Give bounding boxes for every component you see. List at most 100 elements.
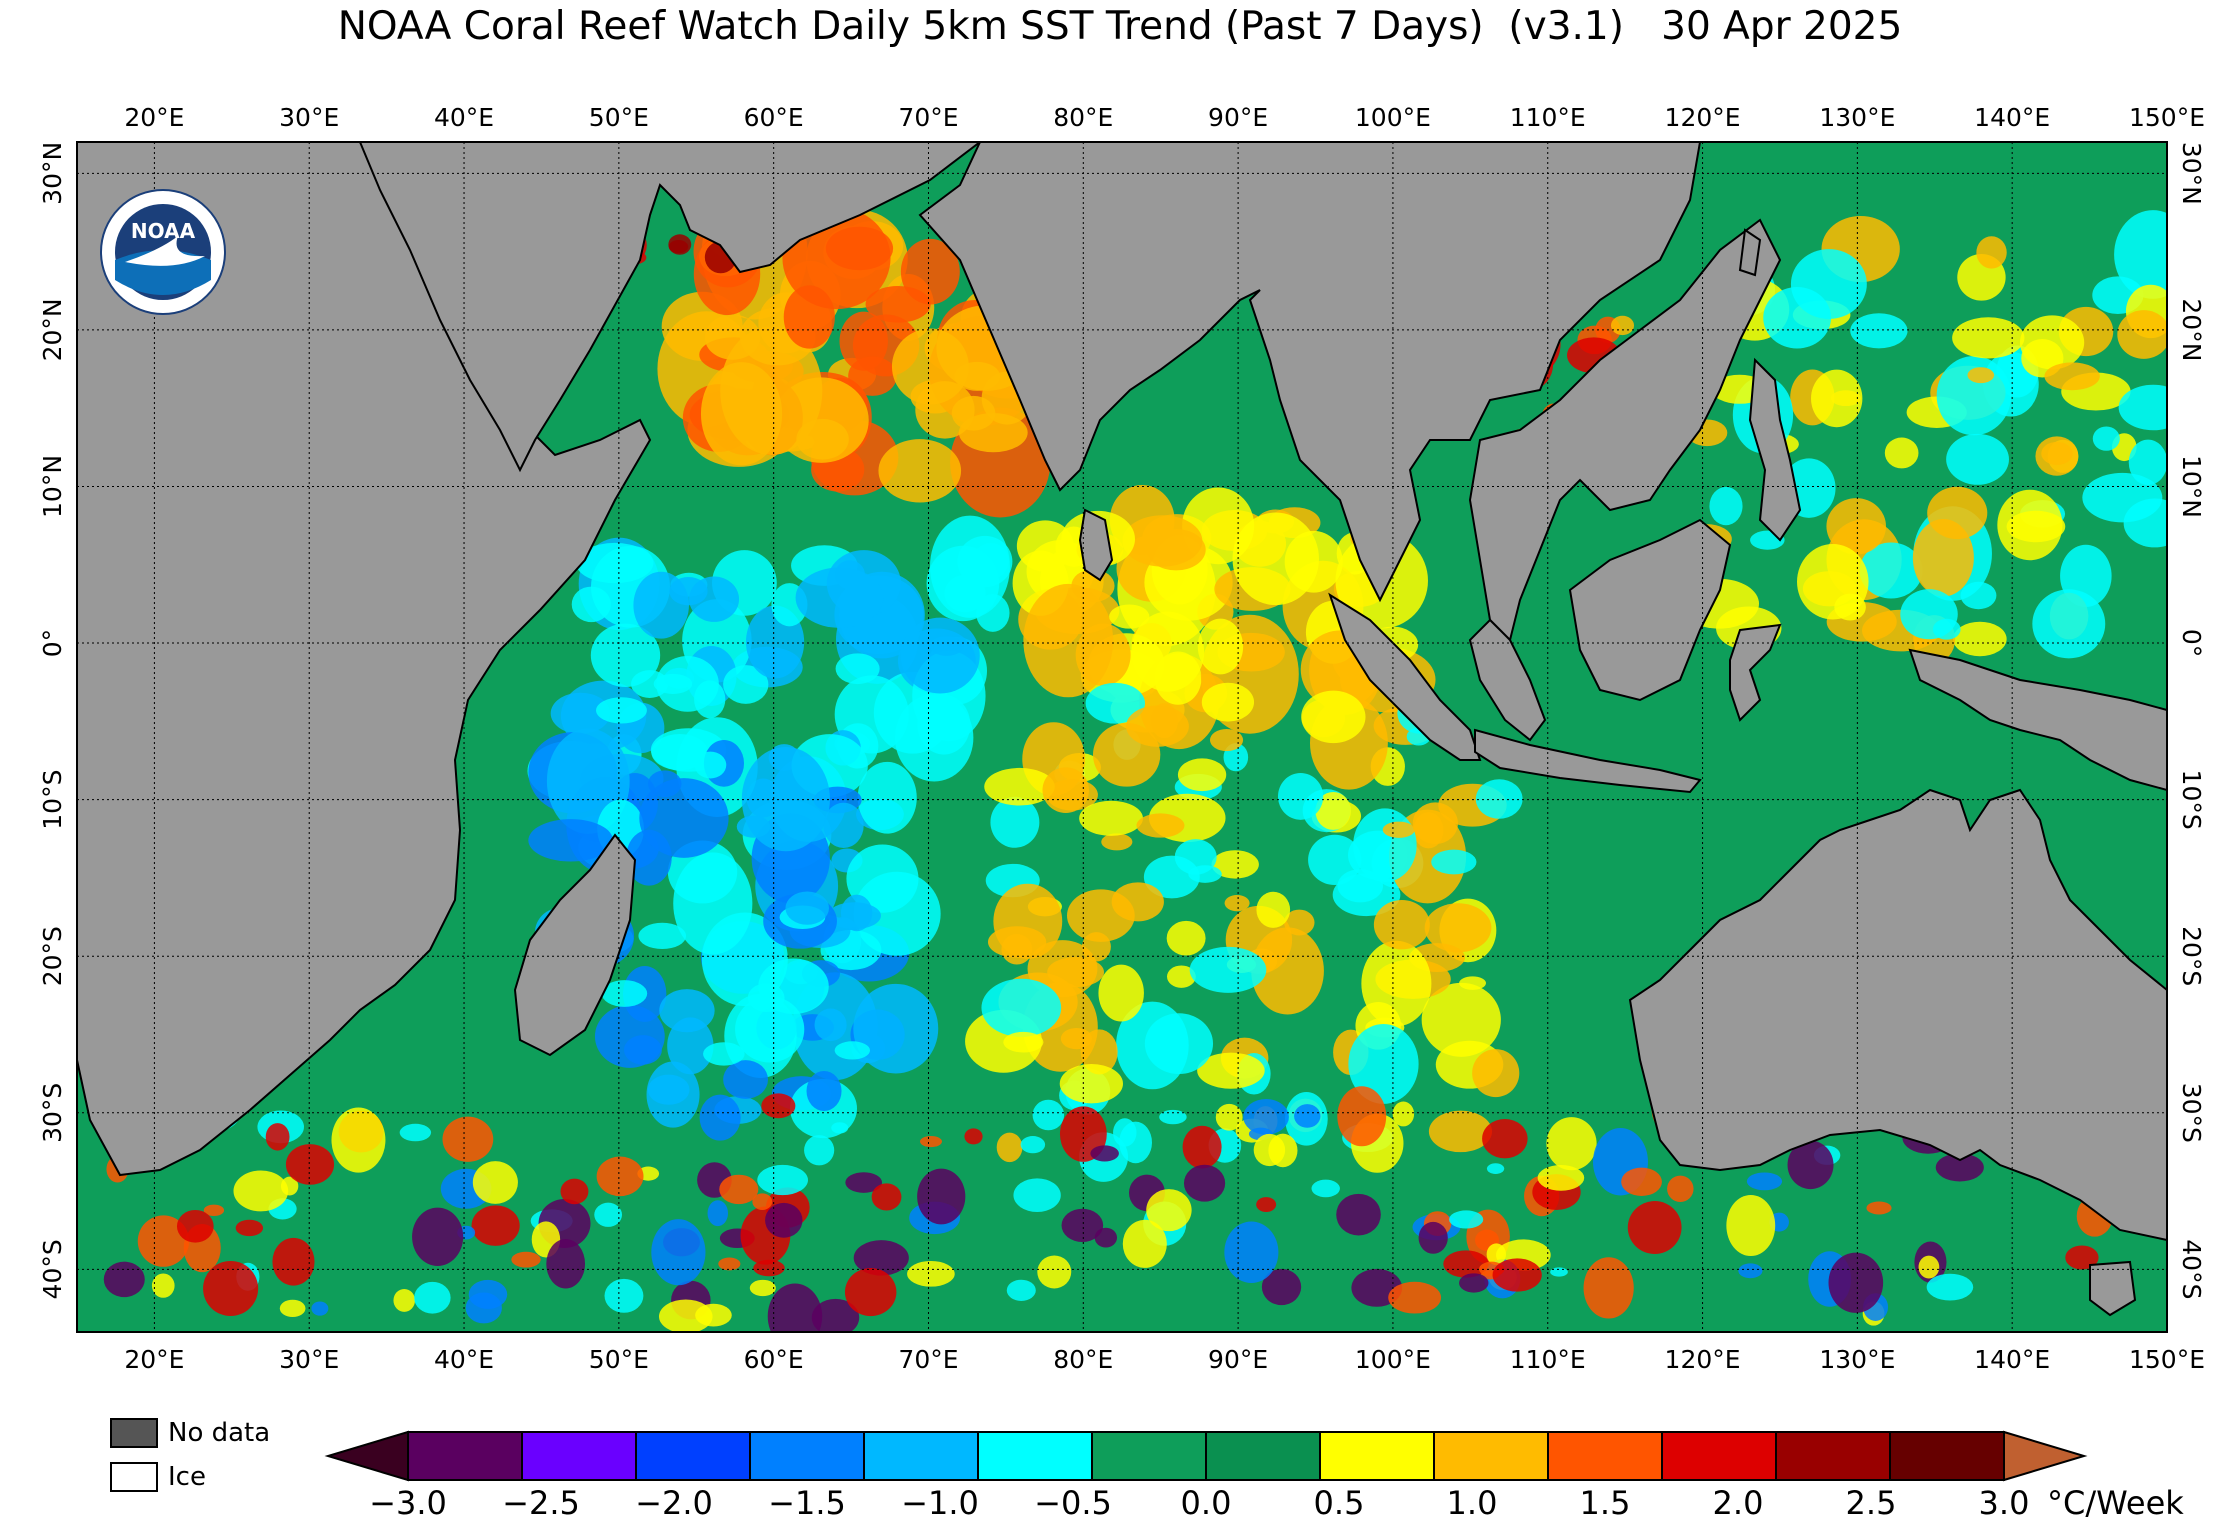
anomaly-patch: [1059, 1064, 1124, 1104]
anomaly-patch: [633, 571, 689, 639]
anomaly-patch: [1726, 1194, 1776, 1257]
anomaly-patch: [1960, 581, 1997, 610]
anomaly-patch: [2117, 310, 2167, 359]
anomaly-patch: [1337, 1086, 1387, 1147]
anomaly-patch: [1388, 1281, 1442, 1314]
anomaly-patch: [694, 751, 727, 779]
anomaly-patch: [1936, 356, 2012, 436]
anomaly-patch: [272, 1237, 315, 1286]
anomaly-patch: [1188, 865, 1222, 883]
anomaly-patch: [2044, 362, 2100, 391]
anomaly-patch: [719, 1174, 759, 1205]
latitude-label: 20°S: [2177, 926, 2206, 986]
anomaly-patch: [827, 902, 881, 930]
anomaly-patch: [151, 1273, 175, 1298]
south-asia-landmass: [918, 142, 1702, 603]
anomaly-patch: [1098, 964, 1144, 1022]
noaa-logo: NOAA: [100, 189, 226, 315]
anomaly-patch: [723, 665, 769, 704]
latitude-label: 0°: [38, 629, 67, 657]
anomaly-patch: [1952, 317, 2025, 359]
anomaly-patch: [1850, 313, 1908, 349]
anomaly-patch: [853, 1240, 909, 1276]
anomaly-patch: [2035, 436, 2079, 476]
anomaly-patch: [2065, 1245, 2099, 1270]
anomaly-patch: [623, 1035, 662, 1065]
longitude-label: 150°E: [2129, 1345, 2205, 1374]
anomaly-patch: [1211, 850, 1259, 879]
anomaly-patch: [2019, 315, 2085, 370]
anomaly-patch: [1546, 1117, 1597, 1171]
anomaly-patch: [651, 1219, 706, 1286]
anomaly-patch: [990, 796, 1040, 848]
anomaly-patch: [1336, 1193, 1381, 1236]
longitude-label: 110°E: [1510, 103, 1586, 132]
latitude-label: 20°N: [38, 298, 67, 361]
anomaly-patch: [571, 586, 611, 623]
anomaly-patch: [659, 989, 715, 1033]
anomaly-patch: [741, 746, 830, 852]
axis-labels: 20°E 20°E 30°E 30°E 40°E 40°E 50°E 50°E 60°E 60°E…: [38, 103, 2206, 1374]
longitude-label: 90°E: [1208, 103, 1268, 132]
longitude-label: 130°E: [1819, 1345, 1895, 1374]
anomaly-patch: [1085, 682, 1146, 724]
anomaly-patch: [1475, 779, 1523, 819]
colorbar-tick-label: −2.0: [635, 1484, 713, 1522]
anomaly-patch: [1621, 1167, 1662, 1197]
colorbar-min-arrow: [324, 1430, 409, 1482]
latitude-label: 20°S: [38, 926, 67, 986]
anomaly-patch: [1828, 1252, 1884, 1313]
colorbar-segment: [1889, 1431, 2005, 1481]
anomaly-patch: [783, 285, 835, 349]
colorbar-segment: [521, 1431, 637, 1481]
anomaly-patch: [594, 1202, 623, 1227]
australia-landmass: [1628, 788, 2167, 1242]
anomaly-patch: [1122, 515, 1203, 567]
longitude-label: 20°E: [124, 103, 184, 132]
longitude-label: 30°E: [279, 103, 339, 132]
anomaly-patch: [667, 1017, 714, 1075]
anomaly-patch: [1256, 1197, 1277, 1213]
tasmania-landmass: [2089, 1260, 2137, 1317]
anomaly-patch: [1066, 889, 1135, 942]
anomaly-patch: [1215, 1103, 1243, 1131]
latitude-label: 0°: [2177, 629, 2206, 657]
anomaly-patch: [825, 226, 894, 271]
anomaly-patch: [857, 761, 917, 834]
anomaly-patch: [1953, 621, 2007, 657]
madagascar-landmass: [513, 833, 637, 1057]
latitude-label: 30°N: [2177, 142, 2206, 205]
anomaly-patch: [1136, 813, 1185, 838]
colorbar-segment: [1661, 1431, 1777, 1481]
anomaly-patch: [700, 362, 783, 466]
anomaly-patch: [846, 844, 919, 913]
anomaly-patch: [1101, 833, 1133, 851]
anomaly-patch: [900, 238, 960, 305]
anomaly-patch: [1884, 437, 1919, 469]
anomaly-patch: [265, 1123, 290, 1151]
philippines-landmass: [1748, 357, 1802, 542]
anomaly-patch: [835, 653, 880, 685]
anomaly-patch: [865, 286, 931, 323]
colorbar-segment: [1547, 1431, 1663, 1481]
anomaly-patch: [1610, 315, 1635, 336]
anomaly-patch: [1146, 1189, 1192, 1232]
anomaly-patch: [1167, 965, 1196, 988]
anomaly-patch: [695, 1303, 732, 1327]
anomaly-patch: [907, 1260, 955, 1287]
anomaly-patch: [1373, 899, 1430, 950]
longitude-label: 100°E: [1355, 1345, 1431, 1374]
sumatra-landmass: [1328, 592, 1482, 761]
anomaly-patch: [638, 922, 687, 950]
colorbar-tick-label: 1.0: [1447, 1484, 1498, 1522]
anomaly-patch: [279, 1299, 306, 1318]
anomaly-patch: [1013, 1178, 1061, 1213]
anomaly-patch: [668, 240, 689, 254]
colorbar-unit-label: °C/Week: [2047, 1484, 2184, 1522]
new-guinea-landmass: [1908, 648, 2167, 792]
colorbar-segment: [1205, 1431, 1321, 1481]
anomaly-patch: [1486, 1163, 1505, 1174]
anomaly-patch: [1918, 1255, 1940, 1279]
noaa-logo-text: NOAA: [131, 219, 196, 243]
anomaly-patch: [1428, 1110, 1493, 1153]
